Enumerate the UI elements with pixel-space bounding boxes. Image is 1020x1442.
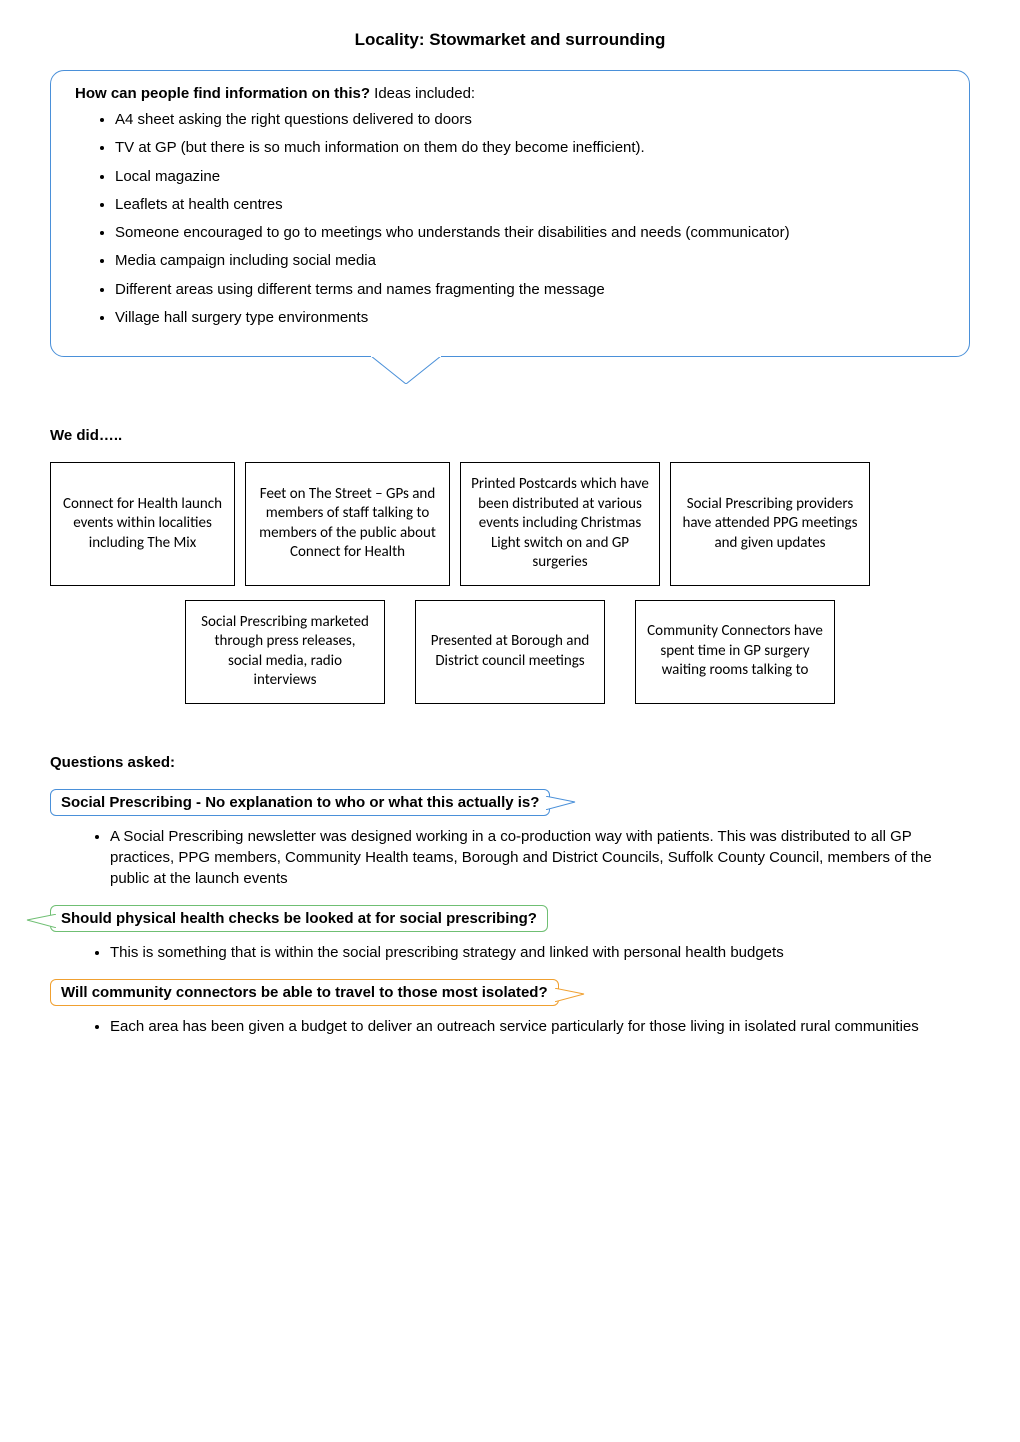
question-3-answer-list: Each area has been given a budget to del… — [50, 1016, 970, 1037]
box-printed-postcards: Printed Postcards which have been distri… — [460, 462, 660, 586]
box-council-meetings: Presented at Borough and District counci… — [415, 600, 605, 704]
boxes-row-2: Social Prescribing marketed through pres… — [50, 600, 970, 704]
callout-tail-icon — [371, 356, 441, 384]
box-ppg-updates: Social Prescribing providers have attend… — [670, 462, 870, 586]
question-1-callout: Social Prescribing - No explanation to w… — [50, 789, 550, 816]
question-3-title: Will community connectors be able to tra… — [61, 984, 548, 1001]
question-2-title: Should physical health checks be looked … — [61, 910, 537, 927]
info-item: Media campaign including social media — [115, 251, 945, 271]
info-callout-heading-bold: How can people find information on this? — [75, 85, 370, 102]
questions-heading: Questions asked: — [50, 754, 970, 771]
question-3-answer: Each area has been given a budget to del… — [110, 1016, 970, 1037]
callout-tail-icon — [554, 988, 590, 1002]
callout-tail-icon — [545, 796, 581, 810]
box-feet-on-street: Feet on The Street – GPs and members of … — [245, 462, 450, 586]
info-item: Someone encouraged to go to meetings who… — [115, 223, 945, 243]
question-2-answer: This is something that is within the soc… — [110, 942, 970, 963]
info-item: Different areas using different terms an… — [115, 280, 945, 300]
info-item: Local magazine — [115, 167, 945, 187]
info-callout: How can people find information on this?… — [50, 70, 970, 357]
info-item: TV at GP (but there is so much informati… — [115, 138, 945, 158]
we-did-heading: We did….. — [50, 427, 970, 444]
question-1-answer-list: A Social Prescribing newsletter was desi… — [50, 826, 970, 889]
info-callout-heading-rest: Ideas included: — [370, 85, 475, 102]
box-marketing: Social Prescribing marketed through pres… — [185, 600, 385, 704]
question-2-answer-list: This is something that is within the soc… — [50, 942, 970, 963]
info-item: Village hall surgery type environments — [115, 308, 945, 328]
info-item: Leaflets at health centres — [115, 195, 945, 215]
info-item: A4 sheet asking the right questions deli… — [115, 110, 945, 130]
callout-tail-icon — [21, 914, 57, 928]
info-callout-list: A4 sheet asking the right questions deli… — [75, 110, 945, 328]
question-1-title: Social Prescribing - No explanation to w… — [61, 794, 539, 811]
question-2-callout: Should physical health checks be looked … — [50, 905, 548, 932]
question-1-answer: A Social Prescribing newsletter was desi… — [110, 826, 970, 889]
info-callout-heading: How can people find information on this?… — [75, 85, 945, 102]
boxes-row-1: Connect for Health launch events within … — [50, 462, 970, 586]
box-community-connectors: Community Connectors have spent time in … — [635, 600, 835, 704]
page-title: Locality: Stowmarket and surrounding — [50, 30, 970, 50]
box-connect-for-health: Connect for Health launch events within … — [50, 462, 235, 586]
question-3-callout: Will community connectors be able to tra… — [50, 979, 559, 1006]
